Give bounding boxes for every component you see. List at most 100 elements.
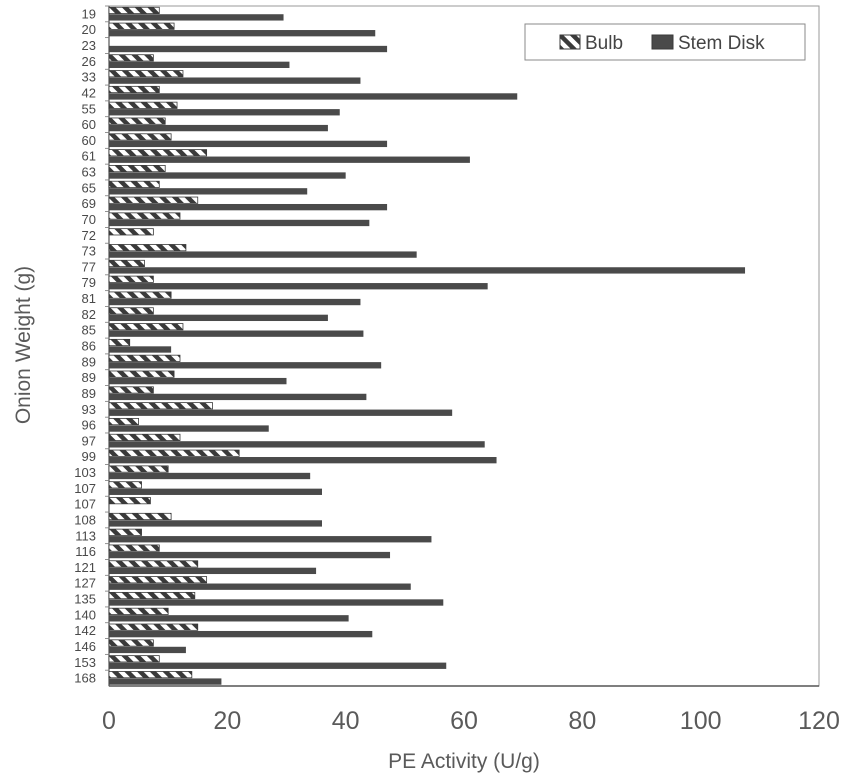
- bar-bulb-4: [108, 70, 184, 78]
- bar-bulb-8: [108, 133, 172, 141]
- y-axis-title: Onion Weight (g): [12, 266, 35, 424]
- bar-stem-disk-8: [109, 140, 388, 148]
- bar-bulb-11: [108, 180, 160, 188]
- y-tick-labels: 1920232633425560606163656970727377798182…: [74, 5, 109, 686]
- y-tick-label: 146: [74, 639, 96, 654]
- bar-bulb-38: [108, 607, 169, 615]
- y-tick-label: 89: [82, 370, 96, 385]
- bar-bulb-20: [108, 323, 184, 331]
- bar-bulb-34: [108, 544, 160, 552]
- y-tick-label: 86: [82, 339, 96, 354]
- bar-bulb-42: [108, 671, 193, 679]
- y-tick-label: 135: [74, 592, 96, 607]
- bar-stem-disk-12: [109, 203, 388, 211]
- y-tick-label: 168: [74, 671, 96, 686]
- y-tick-label: 63: [82, 165, 96, 180]
- bar-stem-disk-27: [109, 441, 485, 448]
- bar-stem-disk-20: [109, 330, 364, 337]
- bar-bulb-40: [108, 639, 154, 647]
- y-tick-label: 93: [82, 402, 96, 417]
- bar-stem-disk-41: [109, 662, 447, 669]
- x-tick-label: 120: [798, 707, 840, 735]
- y-tick-label: 42: [82, 85, 96, 100]
- bar-stem-disk-28: [109, 457, 497, 464]
- bar-bulb-15: [108, 244, 187, 252]
- bar-bulb-30: [108, 481, 142, 489]
- bar-bulb-32: [108, 512, 172, 521]
- bar-bulb-19: [108, 307, 154, 315]
- bar-stem-disk-38: [109, 615, 349, 622]
- bar-stem-disk-9: [109, 156, 470, 163]
- y-tick-label: 89: [82, 386, 96, 401]
- bar-bulb-35: [108, 560, 199, 568]
- bar-bulb-16: [108, 259, 145, 268]
- y-tick-label: 20: [82, 22, 96, 37]
- bar-stem-disk-4: [109, 77, 361, 84]
- bar-stem-disk-30: [109, 488, 322, 495]
- bar-bulb-28: [108, 449, 240, 457]
- legend-label-stem-disk: Stem Disk: [678, 33, 765, 54]
- bar-stem-disk-39: [109, 630, 373, 638]
- bar-stem-disk-0: [109, 14, 284, 21]
- x-tick-label: 40: [332, 707, 360, 735]
- x-tick-label: 80: [568, 707, 596, 735]
- y-tick-label: 121: [74, 560, 96, 575]
- bar-stem-disk-32: [109, 520, 322, 527]
- x-axis-title: PE Activity (U/g): [388, 750, 540, 773]
- bar-stem-disk-21: [109, 346, 172, 353]
- bar-stem-disk-16: [109, 267, 746, 274]
- bar-stem-disk-25: [109, 409, 453, 416]
- bar-stem-disk-29: [109, 472, 311, 480]
- y-tick-label: 97: [82, 433, 96, 448]
- y-tick-label: 73: [82, 244, 96, 259]
- bar-bulb-14: [108, 228, 154, 236]
- y-tick-label: 70: [82, 212, 96, 227]
- bar-stem-disk-11: [109, 188, 308, 195]
- y-tick-label: 19: [82, 6, 96, 21]
- bar-stem-disk-17: [109, 283, 488, 290]
- bar-bulb-6: [108, 101, 178, 109]
- bar-stem-disk-19: [109, 314, 328, 322]
- bar-stem-disk-26: [109, 425, 269, 432]
- legend-swatch-bulb: [559, 34, 581, 50]
- bar-bulb-5: [108, 85, 160, 94]
- bar-bulb-33: [108, 528, 142, 536]
- x-tick-labels: 0 20 40 60 80 100 120: [102, 707, 840, 735]
- y-tick-label: 69: [82, 196, 96, 211]
- bar-bulb-26: [108, 418, 139, 426]
- bar-bulb-7: [108, 117, 166, 125]
- bar-bulb-9: [108, 149, 208, 157]
- y-tick-label: 65: [82, 180, 96, 195]
- bar-bulb-39: [108, 623, 199, 631]
- y-tick-label: 82: [82, 307, 96, 322]
- bar-bulb-29: [108, 465, 169, 473]
- bar-stem-disk-1: [109, 30, 376, 37]
- y-tick-label: 85: [82, 323, 96, 338]
- bar-stem-disk-35: [109, 567, 317, 575]
- y-tick-label: 103: [74, 465, 96, 480]
- x-tick-label: 0: [102, 707, 116, 735]
- bar-bulb-23: [108, 370, 175, 378]
- y-tick-label: 79: [82, 275, 96, 290]
- bar-stem-disk-22: [109, 362, 382, 369]
- legend-swatch-stem-disk: [651, 34, 674, 50]
- y-tick-label: 72: [82, 228, 96, 243]
- bar-stem-disk-36: [109, 583, 411, 590]
- bar-bulb-27: [108, 433, 181, 441]
- y-tick-label: 140: [74, 607, 96, 622]
- legend-label-bulb: Bulb: [585, 33, 623, 54]
- bar-bulb-31: [108, 497, 151, 505]
- bar-bulb-17: [108, 275, 154, 283]
- y-tick-label: 96: [82, 418, 96, 433]
- y-tick-label: 107: [74, 497, 96, 512]
- y-tick-label: 89: [82, 354, 96, 369]
- y-tick-label: 55: [82, 101, 96, 116]
- y-tick-label: 108: [74, 512, 96, 527]
- bar-stem-disk-33: [109, 536, 432, 543]
- y-tick-label: 113: [75, 528, 96, 543]
- bar-bulb-41: [108, 655, 160, 663]
- x-tick-label: 20: [213, 707, 241, 735]
- bar-bulb-37: [108, 591, 196, 600]
- bar-stem-disk-40: [109, 646, 186, 654]
- bar-stem-disk-18: [109, 298, 361, 306]
